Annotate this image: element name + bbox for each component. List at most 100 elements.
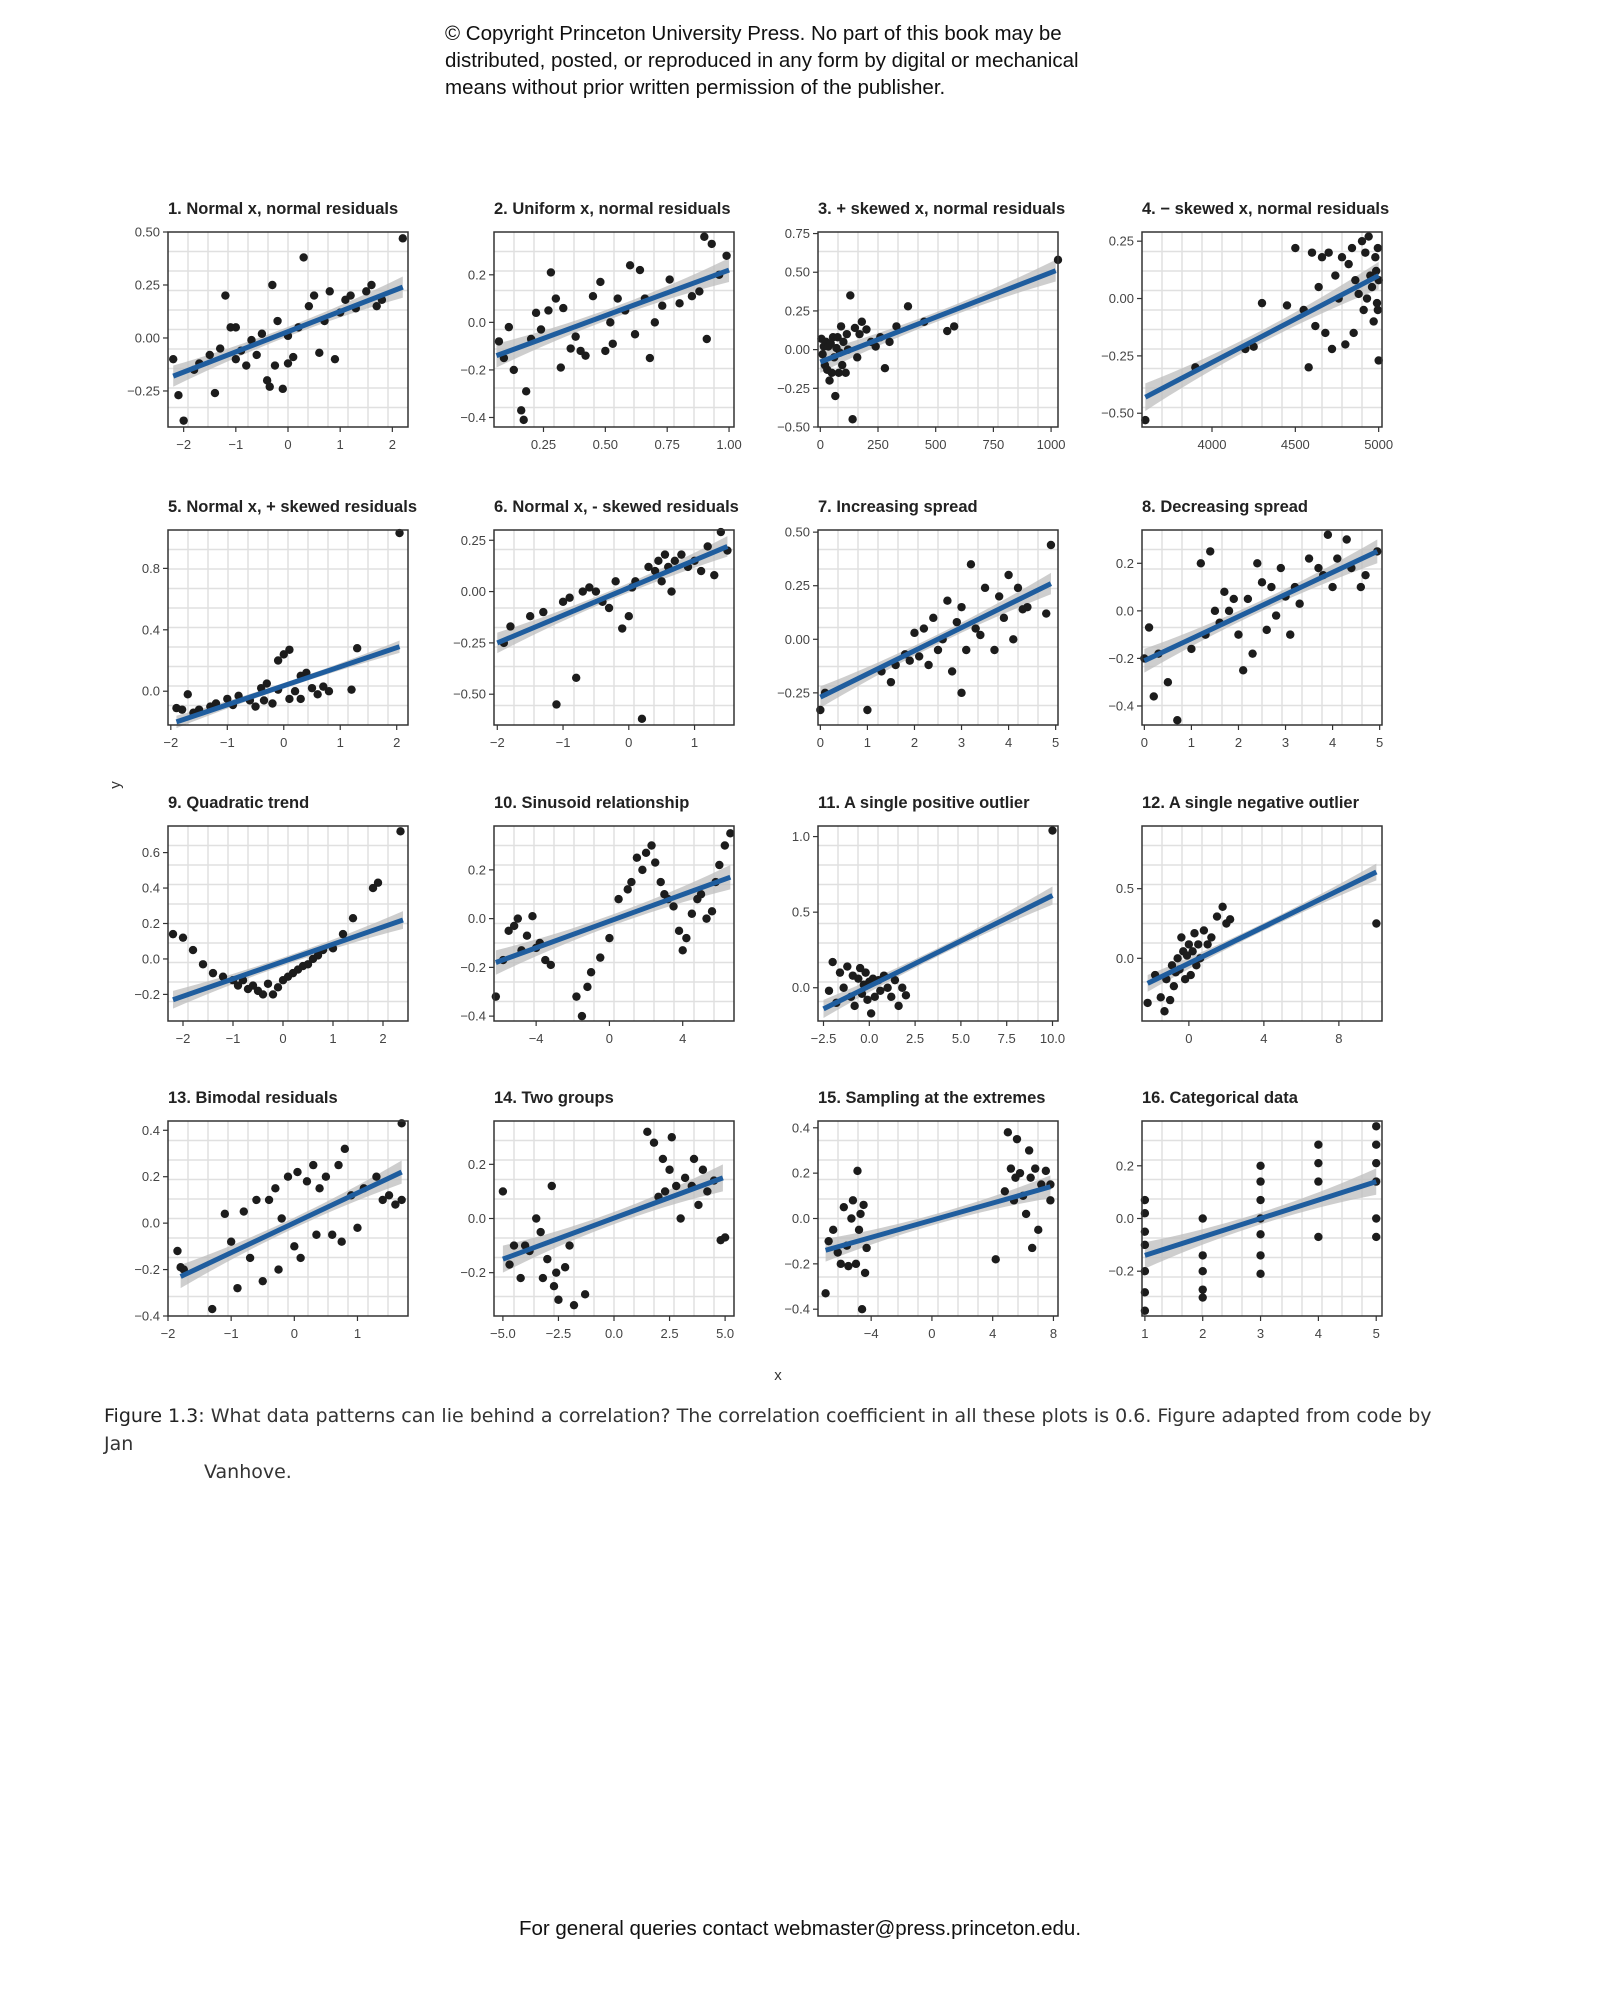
x-tick-label: 0.75 bbox=[655, 437, 680, 452]
data-point bbox=[689, 1154, 699, 1164]
data-point bbox=[687, 909, 697, 918]
data-point bbox=[1015, 1168, 1025, 1178]
caption-label: Figure 1.3: bbox=[104, 1405, 205, 1427]
panel-title: 9. Quadratic trend bbox=[168, 794, 309, 812]
data-point bbox=[273, 656, 283, 665]
x-tick-label: 2 bbox=[389, 437, 396, 452]
regression-line bbox=[1144, 273, 1380, 400]
data-point bbox=[658, 1154, 668, 1164]
data-point bbox=[1307, 248, 1317, 257]
data-point bbox=[1031, 1164, 1040, 1173]
data-point bbox=[1140, 1209, 1150, 1218]
data-point bbox=[1034, 1225, 1043, 1235]
data-point bbox=[1372, 298, 1382, 308]
y-tick-label: −0.2 bbox=[134, 1262, 160, 1277]
data-point bbox=[859, 1200, 868, 1210]
data-point bbox=[860, 1268, 870, 1278]
data-point bbox=[1000, 1187, 1010, 1196]
data-point bbox=[887, 992, 896, 1002]
data-point bbox=[1140, 1240, 1150, 1250]
data-point bbox=[1371, 253, 1380, 262]
data-point bbox=[1198, 1214, 1207, 1223]
y-tick-label: −0.25 bbox=[127, 383, 160, 398]
data-point bbox=[861, 968, 870, 977]
data-point bbox=[1374, 356, 1383, 365]
data-point bbox=[841, 368, 850, 378]
data-point bbox=[1337, 253, 1347, 262]
figure-x-axis-label: x bbox=[774, 1367, 782, 1384]
y-tick-label: 0.0 bbox=[468, 911, 486, 926]
data-point bbox=[546, 960, 555, 970]
data-point bbox=[1351, 275, 1360, 285]
x-tick-label: −1 bbox=[220, 735, 235, 750]
data-point bbox=[296, 1253, 305, 1263]
data-point bbox=[279, 650, 288, 659]
data-point bbox=[1371, 266, 1381, 276]
y-tick-label: 0.50 bbox=[785, 525, 810, 540]
x-tick-label: 4 bbox=[1260, 1031, 1267, 1046]
data-point bbox=[210, 388, 220, 398]
data-point bbox=[1212, 912, 1222, 921]
data-point bbox=[569, 1300, 579, 1310]
data-point bbox=[231, 323, 241, 332]
data-point bbox=[618, 624, 627, 633]
data-point bbox=[367, 280, 376, 290]
data-point bbox=[1344, 259, 1353, 269]
data-point bbox=[836, 322, 846, 331]
data-point bbox=[649, 1138, 659, 1147]
y-tick-label: 0.5 bbox=[1116, 881, 1134, 896]
x-tick-label: 2 bbox=[1199, 1326, 1206, 1341]
data-point bbox=[682, 933, 691, 943]
x-tick-label: 7.5 bbox=[998, 1031, 1016, 1046]
data-point bbox=[836, 1259, 845, 1269]
x-tick-label: 1 bbox=[1188, 735, 1195, 750]
data-points bbox=[1140, 1122, 1381, 1315]
data-point bbox=[855, 329, 864, 339]
data-point bbox=[1372, 1214, 1381, 1223]
regression-line bbox=[494, 874, 732, 965]
x-tick-label: 5.0 bbox=[716, 1326, 734, 1341]
data-point bbox=[1003, 1128, 1013, 1137]
panel-title: 6. Normal x, - skewed residuals bbox=[494, 498, 739, 516]
data-point bbox=[825, 376, 834, 385]
data-point bbox=[353, 1223, 362, 1232]
data-point bbox=[1184, 940, 1194, 949]
data-point bbox=[223, 694, 232, 704]
y-tick-label: −0.25 bbox=[1101, 348, 1134, 363]
data-point bbox=[1186, 970, 1195, 980]
data-point bbox=[262, 376, 272, 385]
panel-14: −5.0 −2.5 0.0 2.5 5.0 −0.2 0.0 0.2 14. Two group… bbox=[460, 1089, 735, 1341]
regression-line bbox=[824, 1184, 1052, 1253]
data-point bbox=[1253, 559, 1262, 568]
data-point bbox=[397, 1195, 406, 1205]
data-point bbox=[1188, 947, 1197, 956]
data-point bbox=[372, 301, 381, 311]
data-point bbox=[278, 384, 287, 394]
data-point bbox=[1169, 981, 1179, 991]
y-tick-label: 0.25 bbox=[1109, 234, 1134, 249]
data-point bbox=[522, 931, 532, 940]
y-tick-label: 0.2 bbox=[142, 916, 160, 931]
x-tick-label: 3 bbox=[1282, 735, 1289, 750]
data-point bbox=[1295, 599, 1304, 608]
y-tick-label: 0.25 bbox=[785, 303, 810, 318]
y-tick-label: 0.0 bbox=[1116, 951, 1134, 966]
data-point bbox=[643, 1127, 652, 1137]
panel-title: 11. A single positive outlier bbox=[818, 794, 1030, 812]
data-point bbox=[532, 1214, 541, 1223]
data-point bbox=[183, 690, 192, 699]
y-tick-label: 0.4 bbox=[142, 881, 160, 896]
data-point bbox=[914, 652, 924, 661]
data-point bbox=[1006, 1164, 1016, 1173]
data-point bbox=[1331, 271, 1340, 280]
data-point bbox=[1359, 305, 1368, 315]
data-point bbox=[632, 853, 642, 862]
data-point bbox=[669, 902, 678, 911]
x-tick-label: 0 bbox=[284, 437, 291, 452]
data-point bbox=[285, 645, 294, 654]
x-tick-label: 5 bbox=[1376, 735, 1383, 750]
data-point bbox=[572, 992, 581, 1001]
data-points bbox=[168, 827, 405, 999]
data-point bbox=[304, 301, 314, 311]
data-point bbox=[546, 268, 556, 277]
